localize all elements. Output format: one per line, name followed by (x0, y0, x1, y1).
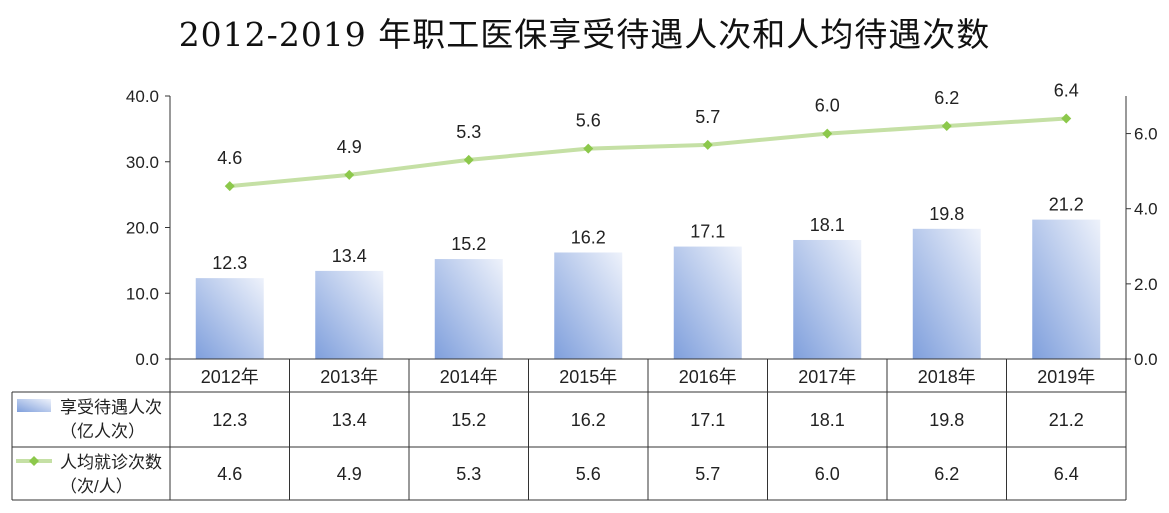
table-cell-bar-value: 12.3 (212, 410, 247, 430)
line-point (224, 181, 235, 192)
left-tick-label: 0.0 (135, 350, 159, 369)
left-tick-label: 40.0 (126, 87, 159, 106)
right-tick-label: 2.0 (1134, 275, 1158, 294)
right-tick-label: 6.0 (1134, 125, 1158, 144)
category-label: 2013年 (320, 367, 378, 387)
table-cell-line-value: 5.6 (576, 464, 601, 484)
line-data-label: 4.6 (217, 148, 242, 168)
table-cell-bar-value: 21.2 (1049, 410, 1084, 430)
category-label: 2016年 (679, 367, 737, 387)
legend-line-name: 人均就诊次数 (60, 453, 162, 472)
axes: 0.0 10.0 20.0 30.0 40.0 0.0 2.0 4.0 6.0 (126, 87, 1158, 369)
bar (673, 246, 742, 359)
data-table: 2012年 2013年 2014年 2015年 2016年 2017年 2018年 2019年… (11, 358, 1127, 501)
line-data-label: 6.0 (815, 96, 840, 116)
table-cell-bar-value: 13.4 (332, 410, 367, 430)
legend-bar-name: 享受待遇人次 (60, 398, 162, 417)
bar (315, 270, 384, 359)
table-cell-line-value: 5.3 (456, 464, 481, 484)
bar (195, 278, 264, 359)
category-label: 2018年 (918, 367, 976, 387)
table-cell-line-value: 6.4 (1054, 464, 1079, 484)
line-point (822, 128, 833, 139)
bar (434, 259, 503, 359)
line-data-label: 5.7 (695, 107, 720, 127)
table-cell-line-value: 4.6 (217, 464, 242, 484)
bar-data-label: 19.8 (929, 204, 964, 224)
table-cell-line-value: 6.0 (815, 464, 840, 484)
bar-data-label: 16.2 (571, 227, 606, 247)
bar-data-label: 13.4 (332, 246, 367, 266)
table-cell-bar-value: 19.8 (929, 410, 964, 430)
category-label: 2012年 (201, 367, 259, 387)
line-data-label: 4.9 (337, 137, 362, 157)
table-cell-bar-value: 17.1 (690, 410, 725, 430)
line-point (702, 139, 713, 150)
legend-line-marker (29, 456, 39, 466)
bar-data-label: 17.1 (690, 222, 725, 242)
line-point (941, 121, 952, 132)
line-data-label: 5.3 (456, 122, 481, 142)
line-point (463, 154, 474, 165)
left-tick-label: 30.0 (126, 153, 159, 172)
legend-bar-swatch (17, 399, 51, 412)
bar-series: 12.3 13.4 15.2 16.2 17.1 18.1 19.8 21.2 (195, 195, 1101, 359)
table-cell-bar-value: 15.2 (451, 410, 486, 430)
bar-data-label: 15.2 (451, 234, 486, 254)
left-tick-label: 20.0 (126, 219, 159, 238)
category-label: 2015年 (559, 367, 617, 387)
line-series: 4.6 4.9 5.3 5.6 5.7 6.0 6.2 6.4 (217, 81, 1079, 192)
left-tick-label: 10.0 (126, 284, 159, 303)
legend-line-unit: （次/人） (60, 477, 133, 496)
bar (912, 228, 981, 359)
category-label: 2019年 (1037, 367, 1095, 387)
bar (1032, 219, 1101, 359)
bar-data-label: 18.1 (810, 215, 845, 235)
table-cell-line-value: 4.9 (337, 464, 362, 484)
line-data-label: 6.2 (934, 88, 959, 108)
right-tick-label: 0.0 (1134, 350, 1158, 369)
line-point (1061, 113, 1072, 124)
table-cell-line-value: 6.2 (934, 464, 959, 484)
line-point (344, 169, 355, 180)
line-data-label: 6.4 (1054, 81, 1079, 101)
line-point (583, 143, 594, 154)
table-cell-bar-value: 18.1 (810, 410, 845, 430)
table-cell-line-value: 5.7 (695, 464, 720, 484)
bar (554, 252, 623, 359)
bar-data-label: 12.3 (212, 253, 247, 273)
table-cell-bar-value: 16.2 (571, 410, 606, 430)
series-line (229, 116, 1067, 189)
bar (793, 239, 862, 359)
line-data-label: 5.6 (576, 111, 601, 131)
category-label: 2017年 (798, 367, 856, 387)
chart-title: 2012-2019 年职工医保享受待遇人次和人均待遇次数 (178, 15, 991, 54)
category-label: 2014年 (440, 367, 498, 387)
right-tick-label: 4.0 (1134, 200, 1158, 219)
legend-bar-unit: （亿人次） (60, 422, 145, 441)
bar-data-label: 21.2 (1049, 195, 1084, 215)
